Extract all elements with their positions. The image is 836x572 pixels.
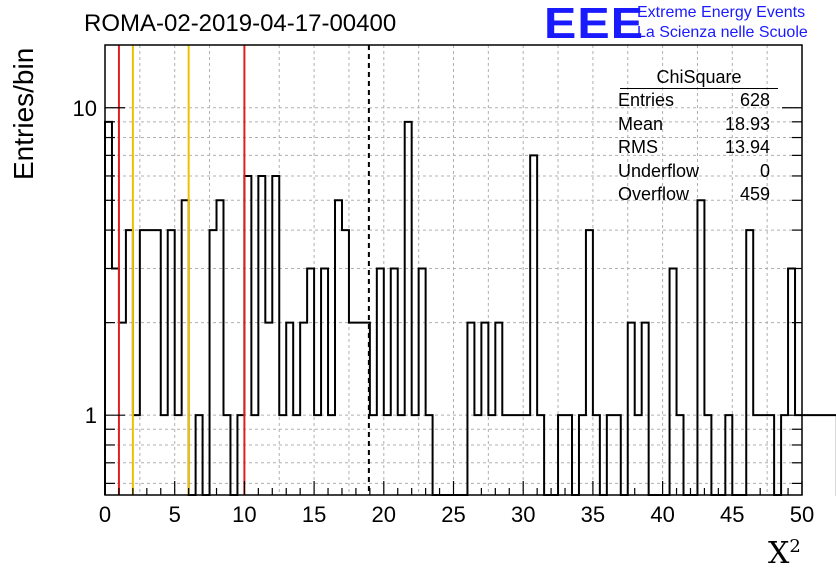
stats-row-underflow: Underflow 0 bbox=[612, 160, 778, 184]
stats-label: Overflow bbox=[618, 184, 690, 204]
x-tick-label: 10 bbox=[232, 502, 256, 527]
stats-value: 13.94 bbox=[724, 137, 770, 157]
stats-label: RMS bbox=[618, 137, 658, 157]
stats-box: ChiSquare Entries 628 Mean 18.93 RMS 13.… bbox=[612, 66, 778, 207]
x-tick-label: 50 bbox=[790, 502, 814, 527]
x-tick-label: 15 bbox=[302, 502, 326, 527]
x-tick-label: 35 bbox=[581, 502, 605, 527]
stats-label: Entries bbox=[618, 90, 675, 110]
stats-row-entries: Entries 628 bbox=[612, 89, 778, 113]
x-tick-label: 40 bbox=[650, 502, 674, 527]
stats-value: 459 bbox=[739, 184, 770, 204]
y-tick-label: 10 bbox=[73, 96, 97, 121]
stats-label: Underflow bbox=[618, 160, 700, 181]
chart-title: ROMA-02-2019-04-17-00400 bbox=[84, 10, 397, 37]
x-tick-label: 20 bbox=[372, 502, 396, 527]
stats-row-rms: RMS 13.94 bbox=[612, 136, 778, 160]
logo-caption: Extreme Energy Events La Scienza nelle S… bbox=[637, 3, 808, 43]
stats-title: ChiSquare bbox=[620, 66, 778, 89]
x-tick-label: 45 bbox=[720, 502, 744, 527]
histogram-series bbox=[104, 120, 836, 496]
stats-label: Mean bbox=[618, 113, 664, 134]
y-axis-label: Entries/bin bbox=[8, 47, 39, 180]
stats-row-mean: Mean 18.93 bbox=[612, 113, 778, 137]
stats-value: 628 bbox=[739, 90, 770, 110]
stats-value: 0 bbox=[759, 160, 770, 181]
x-tick-label: 25 bbox=[441, 502, 465, 527]
logo-caption-line1: Extreme Energy Events bbox=[637, 4, 806, 21]
x-tick-label: 5 bbox=[169, 502, 181, 527]
x-tick-label: 30 bbox=[511, 502, 535, 527]
x-axis-label-superscript: 2 bbox=[789, 536, 801, 557]
x-axis-label: X2 bbox=[768, 536, 801, 571]
x-axis-label-text: X bbox=[768, 536, 790, 571]
x-tick-label: 0 bbox=[99, 502, 111, 527]
logo-caption-line2: La Scienza nelle Scuole bbox=[637, 24, 808, 41]
stats-value: 18.93 bbox=[724, 113, 770, 134]
y-tick-label: 1 bbox=[85, 403, 97, 428]
stats-row-overflow: Overflow 459 bbox=[612, 183, 778, 207]
eee-logo: EEE bbox=[544, 0, 645, 48]
